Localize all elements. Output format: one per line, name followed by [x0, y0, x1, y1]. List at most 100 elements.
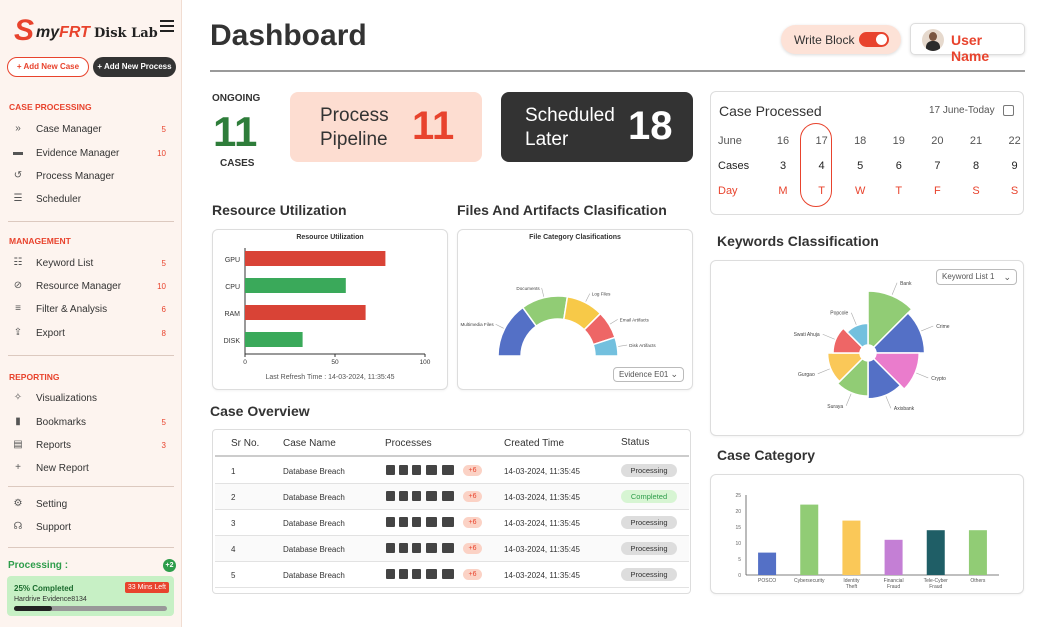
cp-cell: 8	[972, 160, 980, 172]
image-icon[interactable]	[442, 517, 454, 527]
rose-label: Crime	[936, 324, 950, 330]
history-icon: ↺	[13, 170, 23, 181]
image-icon[interactable]	[442, 543, 454, 553]
copy-icon[interactable]	[426, 569, 437, 579]
more-processes-badge[interactable]: +6	[463, 543, 482, 554]
table-row[interactable]: 3 Database Breach +6 14-03-2024, 11:35:45 Pr…	[215, 510, 689, 536]
search-file-icon[interactable]	[399, 491, 408, 501]
save-icon[interactable]	[412, 569, 421, 579]
keyword-list-select[interactable]: Keyword List 1	[936, 269, 1017, 285]
bar-ram	[245, 305, 366, 320]
keywords-chart: Bank Crime Crypto Axisbank Suraya Gurgao Swati…	[794, 281, 950, 412]
case-processed-title: Case Processed	[719, 103, 822, 119]
col-created: Created Time	[504, 438, 565, 449]
sidebar-item-filter-analysis[interactable]: ≡ Filter & Analysis 6	[10, 302, 170, 320]
leader-line	[891, 282, 898, 295]
search-file-icon[interactable]	[399, 569, 408, 579]
save-icon[interactable]	[412, 543, 421, 553]
bar-1	[800, 504, 819, 575]
sidebar-item-keyword-list[interactable]: ☷ Keyword List 5	[13, 257, 166, 269]
add-new-process-button[interactable]: + Add New Process	[93, 57, 176, 77]
process-icons: +6	[386, 543, 486, 555]
sidebar-item-export[interactable]: ⇪ Export 8	[13, 327, 166, 339]
sidebar-item-scheduler[interactable]: ☰ Scheduler	[13, 193, 82, 205]
trash-icon[interactable]	[386, 569, 395, 579]
table-row[interactable]: 2 Database Breach +6 14-03-2024, 11:35:45 Co…	[215, 484, 689, 510]
files-section-title: Files And Artifacts Clasification	[457, 202, 667, 218]
image-icon[interactable]	[442, 465, 454, 475]
sidebar-item-bookmarks[interactable]: ▮ Bookmarks 5	[10, 415, 170, 433]
add-new-case-button[interactable]: + Add New Case	[7, 57, 89, 77]
user-menu[interactable]: User Name	[910, 23, 1025, 64]
more-processes-badge[interactable]: +6	[463, 569, 482, 580]
table-row[interactable]: 1 Database Breach +6 14-03-2024, 11:35:45 Pr…	[215, 458, 689, 484]
hamburger-menu-icon[interactable]	[160, 20, 174, 32]
divider	[8, 221, 174, 222]
calendar-icon[interactable]	[1003, 105, 1014, 116]
evidence-select[interactable]: Evidence E01	[613, 367, 684, 382]
trash-icon[interactable]	[386, 543, 395, 553]
row-label: June	[718, 135, 742, 147]
table-row[interactable]: 4 Database Breach +6 14-03-2024, 11:35:45 Pr…	[215, 536, 689, 562]
search-doc-icon: ⊘	[13, 280, 23, 291]
write-block-toggle[interactable]	[859, 32, 889, 47]
file-icon: ▬	[13, 147, 23, 158]
divider	[8, 486, 174, 487]
process-pipeline-card[interactable]: Process Pipeline 11	[290, 92, 482, 162]
sidebar-item-reports[interactable]: ▤ Reports 3	[13, 439, 166, 451]
date-range[interactable]: 17 June-Today	[929, 105, 995, 116]
status-badge: Completed	[621, 490, 677, 503]
save-icon[interactable]	[412, 517, 421, 527]
cp-cell: S	[972, 185, 980, 197]
copy-icon[interactable]	[426, 543, 437, 553]
sidebar-item-case-manager[interactable]: » Case Manager 5	[10, 122, 170, 140]
bar-label: Fraud	[929, 584, 942, 590]
cp-cell: F	[934, 185, 941, 197]
brand-logo[interactable]: S myFRT Disk Lab	[14, 14, 158, 47]
more-processes-badge[interactable]: +6	[463, 517, 482, 528]
trash-icon[interactable]	[386, 517, 395, 527]
col-case-name: Case Name	[283, 438, 336, 449]
sidebar-item-new-report[interactable]: + New Report	[10, 461, 170, 479]
sidebar-item-support[interactable]: ☊ Support	[13, 521, 72, 533]
cp-cell: T	[895, 185, 903, 197]
leader-line	[851, 312, 857, 325]
image-icon[interactable]	[442, 569, 454, 579]
search-file-icon[interactable]	[399, 543, 408, 553]
stack-icon: ☰	[13, 193, 23, 204]
cell-sr: 5	[231, 571, 236, 580]
bar-4	[926, 530, 945, 575]
report-icon: ▤	[13, 439, 23, 450]
sidebar-item-evidence-manager[interactable]: ▬ Evidence Manager 10	[13, 147, 166, 159]
search-file-icon[interactable]	[399, 517, 408, 527]
sidebar-item-setting[interactable]: ⚙ Setting	[13, 498, 68, 510]
sidebar-item-resource-manager[interactable]: ⊘ Resource Manager 10	[13, 280, 166, 292]
trash-icon[interactable]	[386, 465, 395, 475]
processing-card[interactable]: 25% Completed 33 Mins Left Hardrive Evid…	[7, 576, 174, 616]
list-icon: ☷	[13, 257, 23, 268]
processing-percent: 25% Completed	[14, 584, 74, 593]
copy-icon[interactable]	[426, 491, 437, 501]
ongoing-value: 11	[213, 108, 258, 155]
dates-row: June 16 17 18 19 20 21 22	[718, 135, 1021, 149]
processing-count-badge[interactable]: +2	[163, 559, 176, 572]
save-icon[interactable]	[412, 465, 421, 475]
search-file-icon[interactable]	[399, 465, 408, 475]
save-icon[interactable]	[412, 491, 421, 501]
write-block-control[interactable]: Write Block	[781, 25, 901, 54]
rose-slice-6	[832, 327, 864, 354]
sidebar-item-process-manager[interactable]: ↺ Process Manager	[13, 170, 115, 182]
slice-label: Multimedia Files	[460, 322, 494, 327]
image-icon[interactable]	[442, 491, 454, 501]
sidebar-item-visualizations[interactable]: ✧ Visualizations	[13, 392, 97, 404]
table-row[interactable]: 5 Database Breach +6 14-03-2024, 11:35:45 Pr…	[215, 562, 689, 588]
scheduled-later-card[interactable]: Scheduled Later 18	[501, 92, 693, 162]
more-processes-badge[interactable]: +6	[463, 465, 482, 476]
trash-icon[interactable]	[386, 491, 395, 501]
copy-icon[interactable]	[426, 517, 437, 527]
sidebar: S myFRT Disk Lab + Add New Case + Add Ne…	[0, 0, 182, 627]
more-processes-badge[interactable]: +6	[463, 491, 482, 502]
y-tick-label: 15	[735, 525, 741, 531]
bar-0	[758, 552, 777, 575]
copy-icon[interactable]	[426, 465, 437, 475]
